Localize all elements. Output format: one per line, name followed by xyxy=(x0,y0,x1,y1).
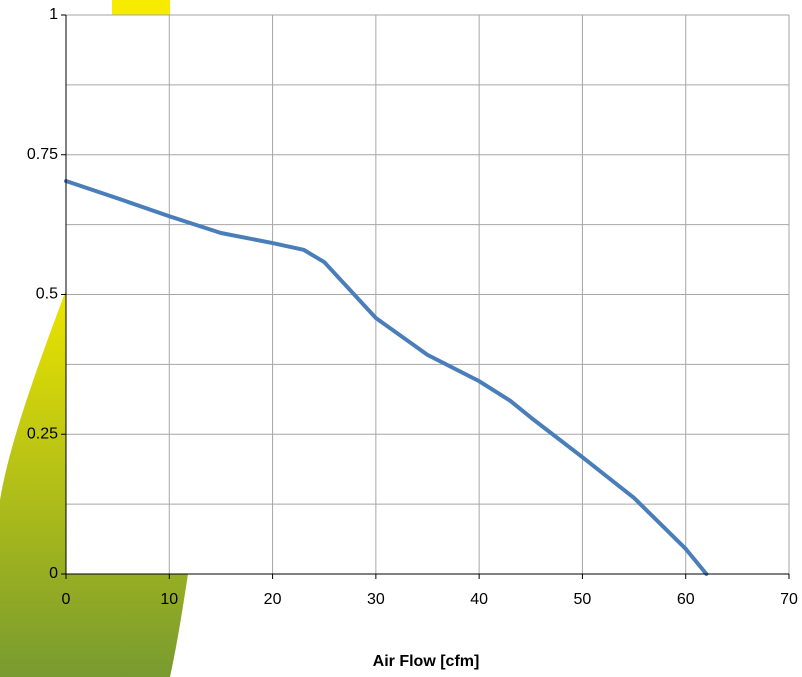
x-tick-label: 30 xyxy=(367,591,385,608)
data-line xyxy=(64,179,709,576)
x-tick-label: 50 xyxy=(574,591,592,608)
marks xyxy=(64,179,709,576)
y-tick-label: 0 xyxy=(49,565,58,582)
x-tick-label: 60 xyxy=(677,591,695,608)
y-tick-label: 0.5 xyxy=(36,286,58,303)
x-tick-label: 20 xyxy=(264,591,282,608)
background-shape xyxy=(0,0,188,677)
x-axis-label: Air Flow [cfm] xyxy=(373,653,480,670)
y-tick-label: 0.75 xyxy=(27,146,58,163)
y-tick-label: 0.25 xyxy=(27,425,58,442)
y-tick-label: 1 xyxy=(49,6,58,23)
x-tick-label: 40 xyxy=(470,591,488,608)
x-tick-label: 70 xyxy=(780,591,798,608)
x-tick-label: 10 xyxy=(160,591,178,608)
x-tick-label: 0 xyxy=(62,591,71,608)
